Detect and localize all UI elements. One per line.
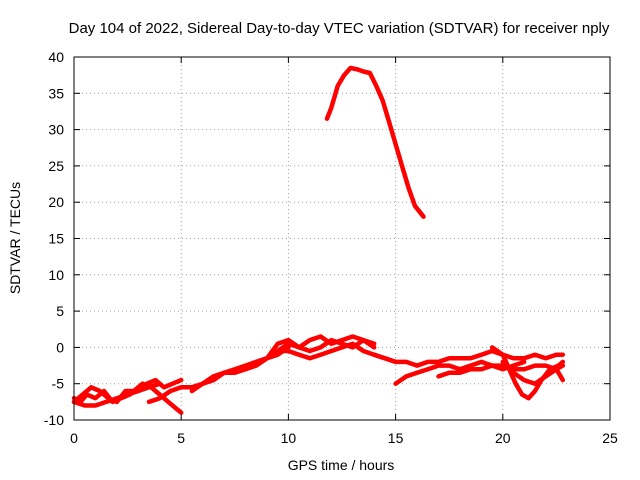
x-tick-label: 25 xyxy=(602,430,618,446)
series-line-arc-13 xyxy=(500,359,566,386)
chart-title: Day 104 of 2022, Sidereal Day-to-day VTE… xyxy=(69,20,610,37)
y-tick-label: 5 xyxy=(56,303,64,319)
series-line-arc-9 xyxy=(371,348,566,368)
y-tick-label: 40 xyxy=(48,49,64,65)
series-line-arc-8 xyxy=(324,65,426,219)
x-tick-label: 0 xyxy=(70,430,78,446)
x-tick-label: 10 xyxy=(281,430,297,446)
x-axis-label: GPS time / hours xyxy=(288,457,395,473)
y-tick-label: 0 xyxy=(56,339,64,355)
series-line-arc-7 xyxy=(264,334,377,361)
x-tick-label: 20 xyxy=(495,430,511,446)
x-tick-label: 5 xyxy=(177,430,185,446)
y-tick-label: 25 xyxy=(48,158,64,174)
y-tick-label: 15 xyxy=(48,231,64,247)
series-line-arc-11 xyxy=(436,363,566,383)
y-tick-label: -5 xyxy=(52,376,65,392)
series-line-arc-10 xyxy=(393,359,527,386)
y-tick-label: 20 xyxy=(48,194,64,210)
series-line-arc-2 xyxy=(71,381,184,415)
y-tick-label: 10 xyxy=(48,267,64,283)
y-axis-label: SDTVAR / TECUs xyxy=(7,182,23,294)
x-tick-label: 15 xyxy=(388,430,404,446)
y-tick-label: -10 xyxy=(44,412,64,428)
data-series xyxy=(71,65,566,415)
series-line-arc-3 xyxy=(71,381,163,408)
y-tick-label: 35 xyxy=(48,85,64,101)
y-tick-label: 30 xyxy=(48,122,64,138)
axis-ticks: 0 5 10 15 20 25 -10 -5 0 5 10 15 20 25 30 35 40 xyxy=(44,49,618,446)
series-line-arc-5 xyxy=(189,341,398,394)
